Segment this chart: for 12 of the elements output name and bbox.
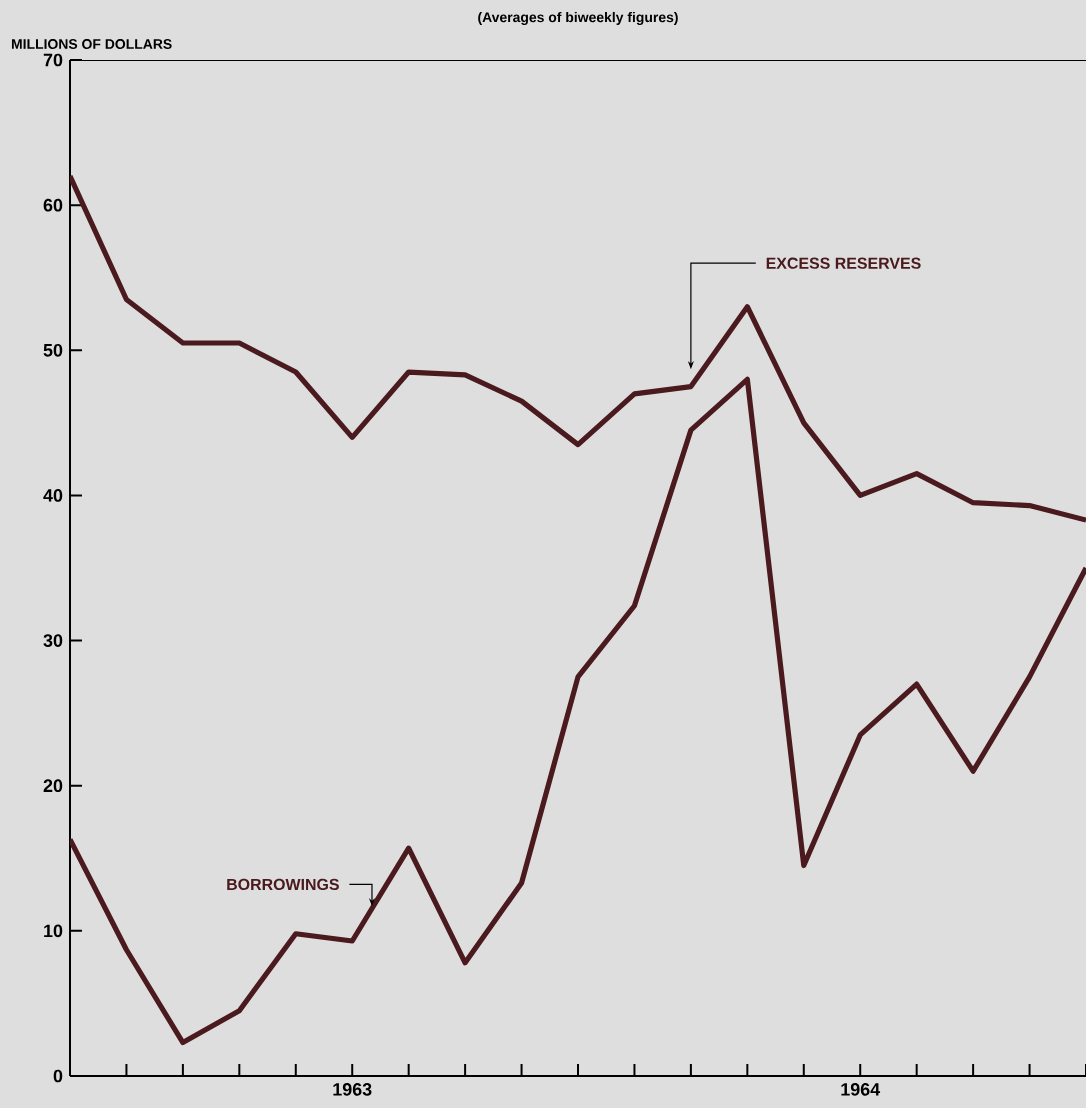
y-tick-label: 0 [53,1069,63,1083]
y-tick-label: 50 [43,343,63,357]
y-tick-label: 60 [43,198,63,212]
y-tick-label: 20 [43,779,63,793]
line-series [70,376,1086,1046]
x-tick-label: 1963 [333,1083,372,1096]
y-tick-label: 30 [43,634,63,647]
line-series [70,173,1086,523]
y-tick-label: 10 [44,924,63,938]
x-tick-label: 1964 [841,1083,881,1096]
y-tick-label: 40 [43,489,63,502]
y-tick-label: 70 [43,53,63,67]
